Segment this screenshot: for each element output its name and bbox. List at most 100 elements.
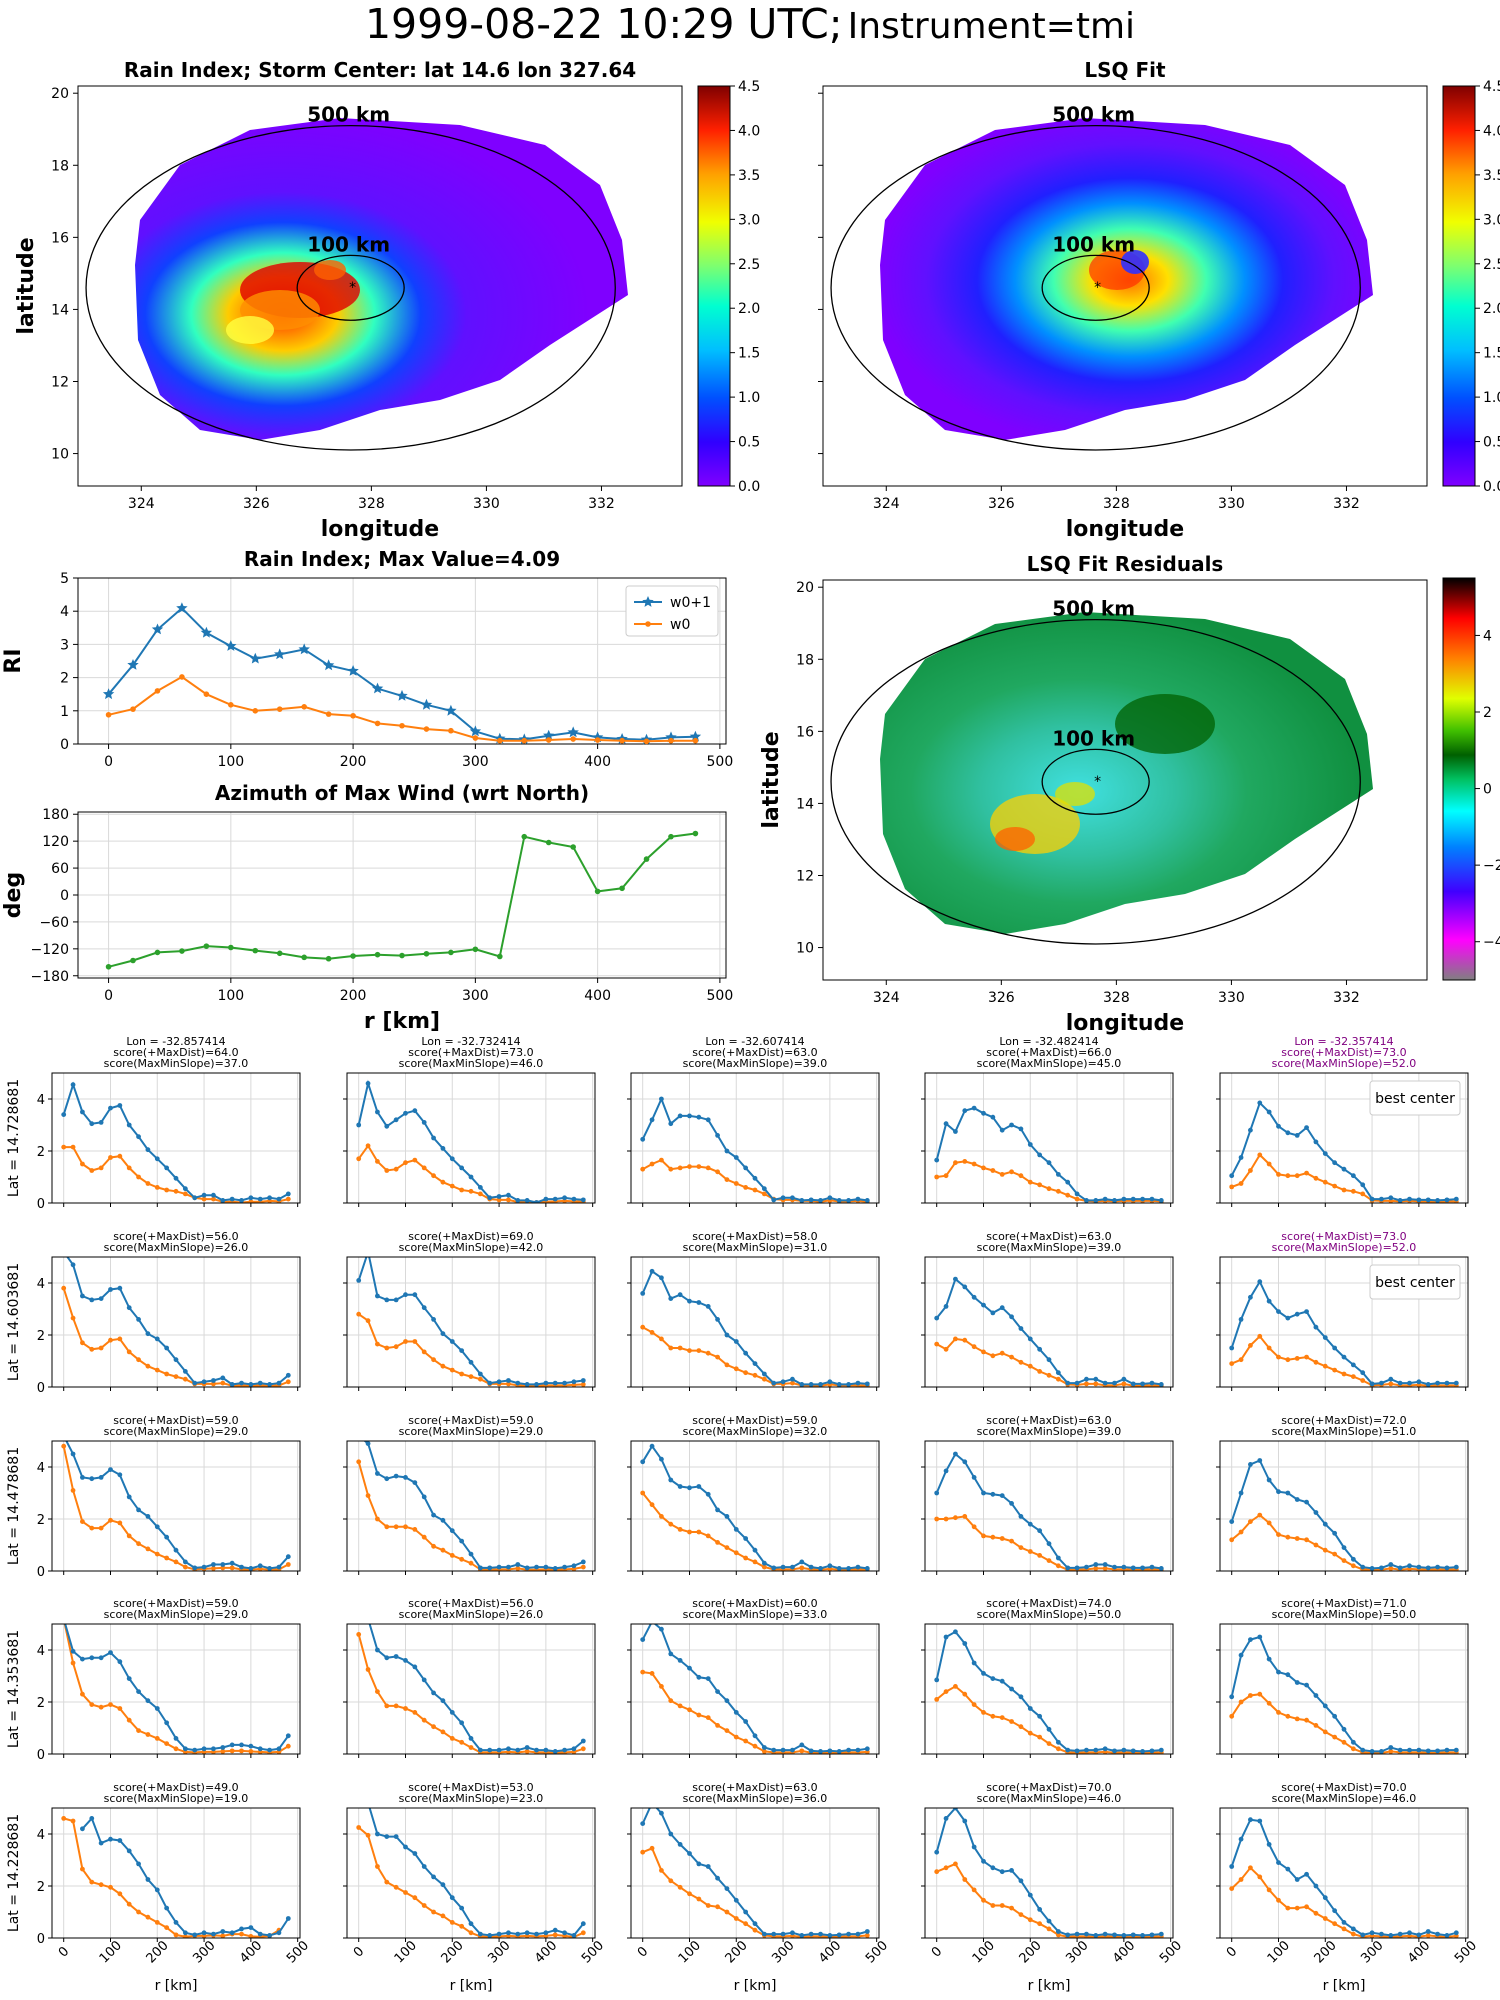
profile-point-blue [393, 1297, 399, 1303]
subplot-title-line: score(+MaxDist)=58.0 [692, 1230, 817, 1243]
y-tick-label: 2 [37, 1145, 45, 1160]
profile-point-blue [89, 1655, 95, 1661]
profile-point-orange [431, 1173, 436, 1179]
plot-frame [346, 1072, 596, 1204]
profile-line-blue [64, 1624, 290, 1752]
colorbar [1442, 85, 1476, 487]
profile-point-orange [1332, 1367, 1338, 1373]
profile-point-orange [743, 1185, 749, 1190]
profile-point-blue [211, 1562, 216, 1567]
profile-point-blue [715, 1689, 720, 1694]
profile-point-blue [1276, 1669, 1281, 1675]
profile-point-orange [733, 1734, 739, 1740]
profile-point-orange [1248, 1168, 1253, 1173]
profile-point-orange [365, 1832, 371, 1838]
profile-point-blue [534, 1747, 539, 1753]
profile-point-blue [365, 1081, 371, 1086]
profile-point-blue [649, 1443, 655, 1449]
profile-point-orange [403, 1339, 408, 1344]
profile-point-blue [136, 1689, 141, 1694]
subplot-title-line: score(+MaxDist)=66.0 [986, 1046, 1111, 1059]
profile-point-orange [248, 1934, 254, 1938]
profile-point-blue [771, 1197, 777, 1203]
profile-point-blue [89, 1297, 95, 1303]
profile-point-blue [580, 1921, 586, 1927]
profile-point-blue [1229, 1173, 1235, 1179]
profile-point-orange [1037, 1369, 1043, 1374]
colorbar-tick-label: 0.0 [738, 479, 760, 495]
profile-line-blue [641, 1269, 868, 1386]
x-axis-label: r [km] [1323, 1978, 1366, 1994]
plot-frame [51, 1807, 301, 1939]
profile-point-blue [1257, 1458, 1263, 1463]
profile-point-blue [1397, 1931, 1403, 1937]
subplot-title-line: score(MaxMinSlope)=50.0 [977, 1608, 1122, 1621]
x-tick-label: 324 [873, 496, 900, 512]
profile-point-orange [164, 1741, 170, 1746]
profile-point-orange [1285, 1357, 1291, 1363]
profile-point-blue [403, 1844, 408, 1850]
profile-plot-r4c1: 0 2 4 Lat = 14.353681 score(+MaxDist)=59.0sc… [6, 1597, 301, 1763]
profile-point-orange [421, 1717, 427, 1723]
profile-point-blue [733, 1710, 739, 1715]
profile-point-blue [98, 1840, 104, 1846]
profile-point-orange [1294, 1536, 1300, 1541]
x-tick-label: 0 [104, 754, 113, 770]
profile-point-orange [1055, 1746, 1061, 1752]
profile-line-orange [641, 1492, 868, 1571]
profile-point-blue [836, 1566, 842, 1571]
profile-point-blue [496, 1564, 502, 1570]
profile-point-blue [80, 1826, 85, 1832]
profile-point-blue [1140, 1196, 1145, 1202]
profile-point-blue [1332, 1530, 1338, 1536]
profile-point-orange [1266, 1887, 1272, 1893]
plot-frame [346, 1807, 596, 1939]
circle-500km [830, 124, 1361, 451]
profile-point-orange [640, 1490, 646, 1496]
profile-point-orange [1285, 1713, 1291, 1719]
profile-point-blue [943, 1304, 949, 1309]
plot-frame [630, 1807, 880, 1939]
profile-point-blue [1266, 1477, 1272, 1483]
profile-point-blue [192, 1747, 198, 1753]
profile-point-blue [108, 1105, 113, 1111]
profile-point-orange [239, 1748, 244, 1754]
profile-point-blue [1074, 1748, 1080, 1754]
profile-point-orange [971, 1344, 977, 1350]
subplot-title-line: score(+MaxDist)=63.0 [986, 1414, 1111, 1427]
data-point [105, 711, 112, 718]
profile-point-orange [98, 1345, 104, 1351]
profile-point-blue [1149, 1564, 1155, 1570]
profile-point-blue [827, 1748, 833, 1754]
profile-point-blue [696, 1674, 702, 1680]
profile-point-blue [1332, 1908, 1338, 1914]
colorbar-tick-label: 2.0 [738, 301, 760, 317]
profile-point-blue [1093, 1198, 1099, 1203]
profile-point-blue [506, 1930, 511, 1936]
profile-point-blue [412, 1851, 418, 1856]
profile-point-blue [571, 1746, 577, 1752]
profile-point-blue [285, 1372, 291, 1378]
subplot-title-line: score(+MaxDist)=59.0 [408, 1414, 533, 1427]
profile-point-blue [659, 1275, 664, 1281]
profile-point-blue [1379, 1931, 1384, 1937]
profile-point-blue [1257, 1818, 1263, 1824]
profile-plot-r3c5: score(+MaxDist)=72.0score(MaxMinSlope)=5… [1216, 1414, 1469, 1575]
profile-point-blue [934, 1677, 940, 1683]
profile-point-orange [580, 1930, 586, 1936]
profile-point-blue [173, 1175, 179, 1181]
x-tick-label: 300 [1358, 1938, 1386, 1966]
profile-point-blue [1304, 1871, 1309, 1877]
profile-point-blue [356, 1800, 361, 1805]
profile-point-blue [1018, 1694, 1024, 1700]
x-tick-label: 300 [462, 988, 489, 1004]
profile-point-orange [136, 1357, 141, 1363]
profile-point-orange [117, 1520, 123, 1526]
profile-point-blue [640, 1291, 646, 1296]
profile-point-blue [201, 1930, 207, 1936]
profile-point-orange [431, 1357, 436, 1363]
profile-point-orange [943, 1865, 949, 1871]
profile-point-blue [1018, 1326, 1024, 1331]
profile-point-blue [1444, 1380, 1450, 1386]
profile-point-blue [449, 1339, 455, 1344]
